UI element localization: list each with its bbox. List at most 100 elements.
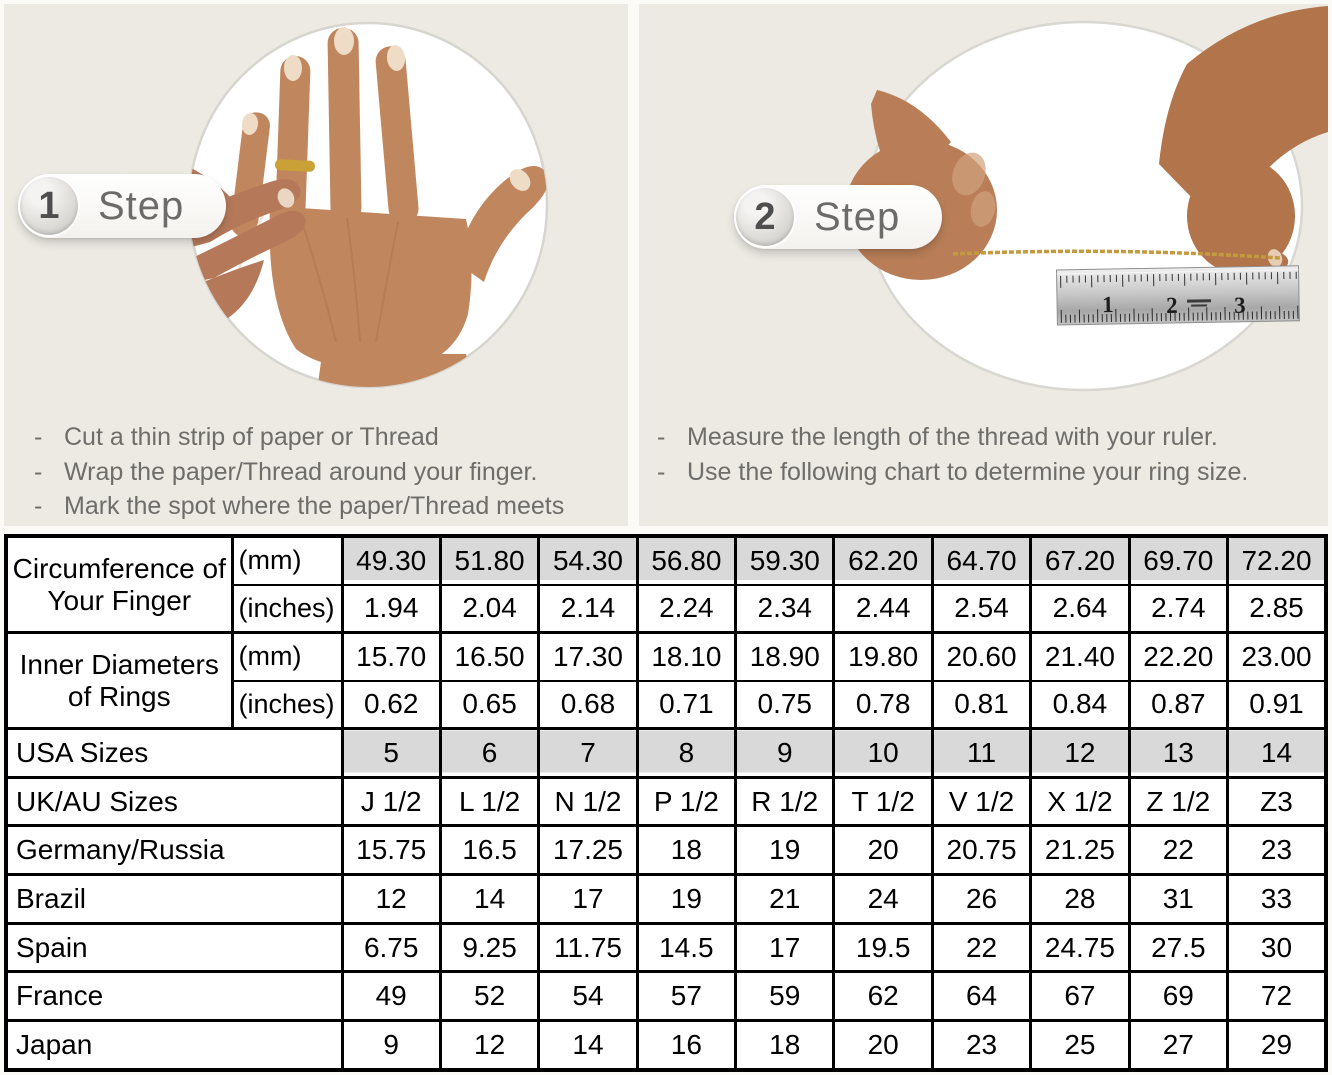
- size-cell: 20.75: [930, 824, 1033, 877]
- unit-label: (inches): [230, 583, 344, 635]
- size-cell: 19: [734, 824, 836, 877]
- step1-label: Step: [98, 183, 185, 228]
- size-cell: 56.80: [635, 534, 738, 586]
- list-item: - Mark the spot where the paper/Thread m…: [34, 491, 564, 522]
- instruction-text: Wrap the paper/Thread around your finger…: [64, 457, 538, 486]
- size-cell: 2.24: [635, 583, 738, 635]
- size-cell: 15.70: [340, 631, 442, 682]
- size-cell: V 1/2: [930, 775, 1033, 828]
- size-cell: 67.20: [1029, 534, 1131, 586]
- size-cell: Z 1/2: [1127, 775, 1230, 828]
- size-cell: 51.80: [438, 534, 541, 586]
- size-cell: 72: [1226, 970, 1328, 1023]
- size-cell: 26: [930, 873, 1033, 925]
- size-cell: 15.75: [340, 824, 442, 877]
- size-cell: 10: [832, 727, 934, 779]
- size-cell: 27.5: [1127, 921, 1230, 974]
- size-cell: 6: [438, 727, 541, 779]
- size-cell: 0.62: [340, 679, 442, 731]
- size-cell: 17: [537, 873, 639, 925]
- size-cell: 14.5: [635, 921, 738, 974]
- size-cell: 25: [1029, 1019, 1131, 1072]
- size-cell: 67: [1029, 970, 1131, 1023]
- size-cell: 64.70: [930, 534, 1033, 586]
- size-cell: 16.5: [438, 824, 541, 877]
- table-row: (inches) 1.94 2.04 2.14 2.24 2.34 2.44 2.54 2.64…: [6, 583, 1328, 635]
- size-cell: 8: [635, 727, 738, 779]
- size-cell: 64: [930, 970, 1033, 1023]
- size-cell: 0.78: [832, 679, 934, 731]
- size-cell: 14: [1226, 727, 1328, 779]
- step2-badge: 2 Step: [734, 185, 943, 249]
- size-cell: 20.60: [930, 631, 1033, 682]
- size-cell: 16: [635, 1019, 738, 1072]
- row-label: France: [4, 970, 344, 1023]
- size-cell: 72.20: [1226, 534, 1328, 586]
- hand-thread-illustration: [187, 21, 549, 389]
- size-cell: 2.64: [1029, 583, 1131, 635]
- size-cell: 29: [1226, 1019, 1328, 1072]
- size-cell: 2.34: [734, 583, 836, 635]
- instruction-text: Mark the spot where the paper/Thread mee…: [64, 492, 565, 520]
- size-cell: 69: [1127, 970, 1230, 1023]
- size-cell: 0.81: [930, 679, 1033, 731]
- size-cell: 27: [1127, 1019, 1230, 1072]
- bullet-dash: -: [34, 457, 43, 486]
- size-cell: 0.65: [438, 679, 541, 731]
- step1-number: 1: [20, 177, 78, 235]
- size-cell: N 1/2: [537, 775, 639, 828]
- row-label: Japan: [4, 1019, 344, 1072]
- step2-instructions: - Measure the length of the thread with …: [657, 422, 1248, 491]
- table-row: (inches) 0.62 0.65 0.68 0.71 0.75 0.78 0.81 0.84…: [6, 679, 1328, 731]
- unit-label: (mm): [230, 631, 344, 682]
- table-row: Inner Diameters of Rings (mm) 15.70 16.50 17…: [4, 631, 1328, 731]
- size-cell: 18.10: [635, 631, 738, 682]
- ruler-number: 2: [1166, 293, 1178, 318]
- size-cell: 62.20: [832, 534, 934, 586]
- instruction-text: Cut a thin strip of paper or Thread: [64, 423, 439, 451]
- size-cell: 16.50: [438, 631, 541, 682]
- instruction-text: Measure the length of the thread with yo…: [687, 423, 1218, 451]
- size-cell: 2.04: [438, 583, 541, 635]
- instruction-text: Use the following chart to determine you…: [687, 457, 1249, 486]
- step1-panel: 1 Step - Cut a thin strip of paper or Th…: [4, 4, 628, 526]
- size-cell: 17.30: [537, 631, 639, 682]
- bullet-dash: -: [34, 492, 43, 520]
- size-cell: 19.80: [832, 631, 934, 682]
- size-cell: 11: [930, 727, 1033, 779]
- size-cell: 17.25: [537, 824, 639, 877]
- size-cell: 14: [438, 873, 541, 925]
- size-cell: 52: [438, 970, 541, 1023]
- size-cell: 12: [340, 873, 442, 925]
- row-label: Germany/Russia: [4, 824, 344, 877]
- list-item: - Cut a thin strip of paper or Thread: [34, 422, 564, 453]
- table-row: UK/AU Sizes J 1/2 L 1/2 N 1/2 P 1/2 R 1/2 T 1/…: [4, 775, 1328, 828]
- size-cell: 49.30: [340, 534, 442, 586]
- size-cell: 23: [1226, 824, 1328, 877]
- bullet-dash: -: [657, 457, 666, 486]
- bullet-dash: -: [657, 423, 666, 451]
- ruler-number: 3: [1234, 293, 1246, 318]
- size-cell: 9.25: [438, 921, 541, 974]
- unit-label: (mm): [230, 534, 344, 586]
- step2-panel: 1 2 3 2 Step - Measure the length of the…: [639, 4, 1328, 526]
- size-cell: 0.91: [1226, 679, 1328, 731]
- table-row: USA Sizes 5 6 7 8 9 10 11 12 13 14: [4, 727, 1328, 779]
- unit-label: (inches): [230, 679, 344, 731]
- size-cell: 12: [438, 1019, 541, 1072]
- size-cell: X 1/2: [1029, 775, 1131, 828]
- size-cell: 17: [734, 921, 836, 974]
- size-cell: 21: [734, 873, 836, 925]
- table-row: Brazil 12 14 17 19 21 24 26 28 31 33: [4, 873, 1328, 925]
- size-cell: 21.40: [1029, 631, 1131, 682]
- size-cell: 20: [832, 1019, 934, 1072]
- row-label: UK/AU Sizes: [4, 775, 344, 828]
- list-item: - Wrap the paper/Thread around your fing…: [34, 457, 564, 488]
- bullet-dash: -: [34, 423, 43, 451]
- size-cell: 30: [1226, 921, 1328, 974]
- size-cell: 19: [635, 873, 738, 925]
- size-cell: 0.71: [635, 679, 738, 731]
- size-cell: 54.30: [537, 534, 639, 586]
- size-cell: 2.54: [930, 583, 1033, 635]
- size-cell: 57: [635, 970, 738, 1023]
